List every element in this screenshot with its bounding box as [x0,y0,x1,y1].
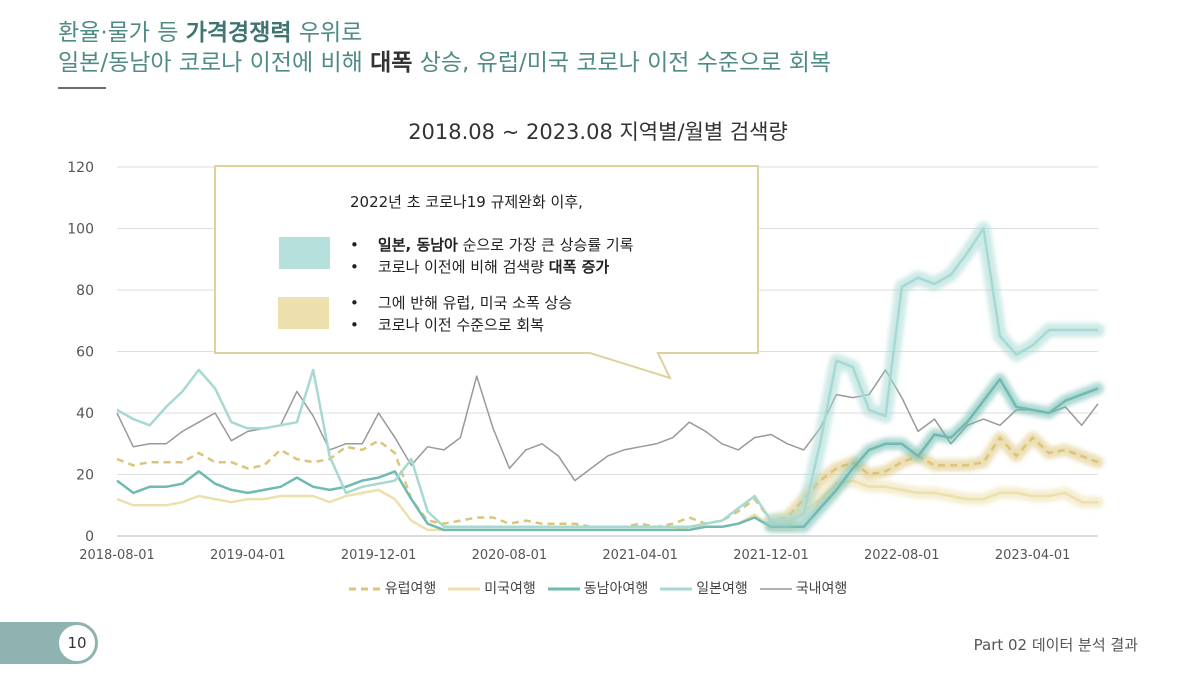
callout-text: 그에 반해 유럽, 미국 소폭 상승 [377,294,573,312]
y-tick-label: 0 [85,529,94,545]
callout-bullet: • 일본, 동남아 순으로 가장 큰 상승률 기록 [350,236,634,254]
series-line [116,436,1099,529]
legend-swatch [660,587,693,591]
x-tick-label: 2019-12-01 [341,548,417,563]
callout-box [214,165,759,380]
callout-text: 순으로 가장 큰 상승률 기록 [457,236,634,254]
headline-line-1: 환율·물가 등 가격경쟁력 우위로 [58,18,831,48]
y-tick-label: 60 [76,345,94,361]
legend-swatch [448,587,481,591]
series-동남아여행 [116,373,1104,533]
callout-text: 코로나 이전에 비해 검색량 [377,258,549,276]
x-tick-label: 2021-04-01 [602,548,678,563]
x-tick-label: 2018-08-01 [79,548,155,563]
headline-emphasis: 대폭 [370,50,413,76]
callout-bullet: • 코로나 이전 수준으로 회복 [350,316,545,334]
legend-item: 국내여행 [759,578,848,598]
legend-swatch [348,587,381,591]
x-tick-label: 2023-04-01 [995,548,1071,563]
headline-emphasis: 가격경쟁력 [185,20,292,46]
chart-axes: 0 20 40 60 80 100 120 2018-08-01 2019-04-01 2019-… [67,160,1070,563]
chart-legend: 유럽여행 미국여행 동남아여행 일본여행 국내여행 [0,578,1196,598]
callout-text: 코로나 이전 수준으로 회복 [377,316,545,334]
page-number: 10 [56,622,98,664]
headline-line-2: 일본/동남아 코로나 이전에 비해 대폭 상승, 유럽/미국 코로나 이전 수준… [58,48,831,78]
callout-bullet: • 그에 반해 유럽, 미국 소폭 상승 [350,294,573,312]
legend-label: 미국여행 [484,581,536,597]
series-line [116,227,1098,529]
legend-item: 일본여행 [660,578,748,598]
headline-text: 상승, 유럽/미국 코로나 이전 수준으로 회복 [412,50,832,76]
headline-text: 환율·물가 등 [58,20,186,46]
y-tick-label: 120 [67,160,94,176]
legend-item: 유럽여행 [348,578,437,598]
series-미국여행 [116,474,1104,533]
callout-bullet: • 코로나 이전에 비해 검색량 대폭 증가 [350,258,610,276]
y-tick-label: 80 [76,283,94,299]
callout-swatch-teal [279,237,330,269]
legend-item: 미국여행 [448,578,536,598]
legend-label: 동남아여행 [583,581,649,597]
x-tick-label: 2019-04-01 [210,548,286,563]
x-tick-label: 2020-08-01 [472,548,548,563]
callout-bold-text: 일본, 동남아 [377,236,458,254]
x-tick-label: 2021-12-01 [733,548,809,563]
series-유럽여행 [116,431,1104,529]
callout-bold-text: 대폭 증가 [548,258,610,276]
slide-headline: 환율·물가 등 가격경쟁력 우위로 일본/동남아 코로나 이전에 비해 대폭 상… [58,18,831,78]
footer-section-label: Part 02 데이터 분석 결과 [973,636,1138,654]
y-tick-label: 20 [76,468,94,484]
x-tick-label: 2022-08-01 [864,548,940,563]
legend-label: 국내여행 [795,581,848,597]
series-line [116,479,1098,532]
headline-underline [58,87,106,89]
legend-item: 동남아여행 [547,578,649,598]
chart-series [116,221,1105,533]
chart-title: 2018.08 ~ 2023.08 지역별/월별 검색량 [408,120,788,144]
legend-swatch [759,588,792,590]
callout-swatch-gold [278,297,329,329]
callout-heading: 2022년 초 코로나19 규제완화 이후, [350,193,583,211]
y-tick-label: 100 [67,222,94,238]
legend-label: 유럽여행 [384,581,437,597]
legend-swatch [547,587,580,591]
legend-label: 일본여행 [696,581,748,597]
headline-text: 우위로 [291,20,363,46]
y-tick-label: 40 [76,406,94,422]
series-line [116,377,1099,532]
headline-text: 일본/동남아 코로나 이전에 비해 [58,50,371,76]
series-일본여행 [116,221,1105,529]
